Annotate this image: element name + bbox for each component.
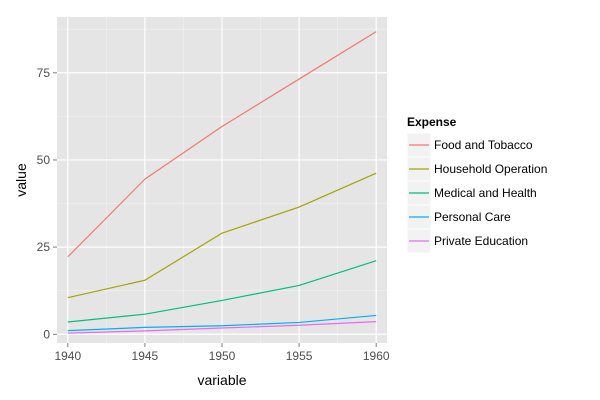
series-line [67,320,377,334]
x-axis: 1940 1945 1950 1955 1960 [54,343,390,363]
x-tick-label: 1940 [54,349,81,363]
legend-label: Food and Tobacco [434,138,533,152]
legend-label: Private Education [434,234,528,248]
series-lines [67,31,377,334]
legend-label: Household Operation [434,162,547,176]
y-tick-label: 0 [43,327,50,341]
x-tick-label: 1945 [132,349,159,363]
series-line [67,31,377,258]
y-axis-title: value [13,163,29,197]
y-axis: 0 25 50 75 [37,66,57,341]
x-tick-label: 1960 [363,349,390,363]
y-tick-label: 50 [37,153,51,167]
series-line [67,314,377,332]
x-tick-label: 1950 [209,349,236,363]
legend: Expense Food and Tobacco Household Operat… [406,115,547,254]
legend-title: Expense [407,115,457,129]
grid-major [57,17,387,343]
x-axis-title: variable [197,372,246,388]
legend-label: Medical and Health [434,186,537,200]
x-tick-label: 1955 [286,349,313,363]
legend-items: Food and Tobacco Household Operation Medic… [406,132,547,254]
series-line [67,260,377,323]
series-line [67,172,377,299]
y-tick-label: 75 [37,66,51,80]
legend-label: Personal Care [434,210,511,224]
y-tick-label: 25 [37,240,51,254]
